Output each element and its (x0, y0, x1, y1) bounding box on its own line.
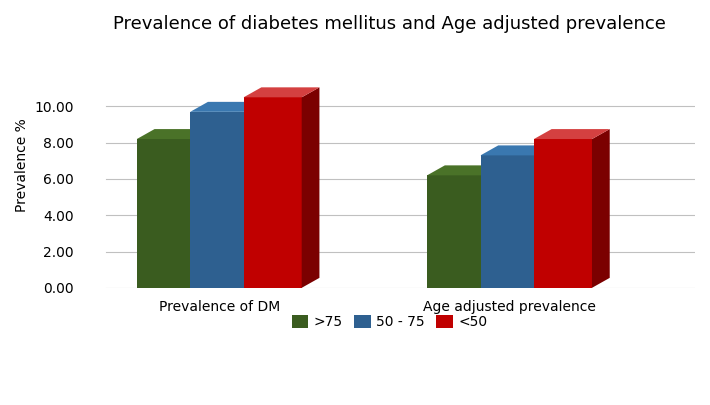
Polygon shape (539, 145, 557, 288)
Polygon shape (244, 97, 302, 288)
Polygon shape (302, 87, 320, 288)
Polygon shape (534, 139, 592, 288)
Polygon shape (427, 165, 503, 175)
Polygon shape (592, 129, 610, 288)
Polygon shape (195, 129, 212, 288)
Polygon shape (534, 129, 610, 139)
Legend: >75, 50 - 75, <50: >75, 50 - 75, <50 (286, 310, 493, 335)
Polygon shape (485, 165, 503, 288)
Polygon shape (190, 102, 266, 112)
Title: Prevalence of diabetes mellitus and Age adjusted prevalence: Prevalence of diabetes mellitus and Age … (113, 15, 666, 33)
Polygon shape (248, 102, 266, 288)
Polygon shape (427, 175, 485, 288)
Polygon shape (137, 129, 212, 139)
Y-axis label: Prevalence %: Prevalence % (15, 119, 29, 212)
Polygon shape (190, 112, 248, 288)
Polygon shape (481, 145, 557, 156)
Polygon shape (481, 156, 539, 288)
Polygon shape (244, 87, 320, 97)
Polygon shape (137, 139, 195, 288)
